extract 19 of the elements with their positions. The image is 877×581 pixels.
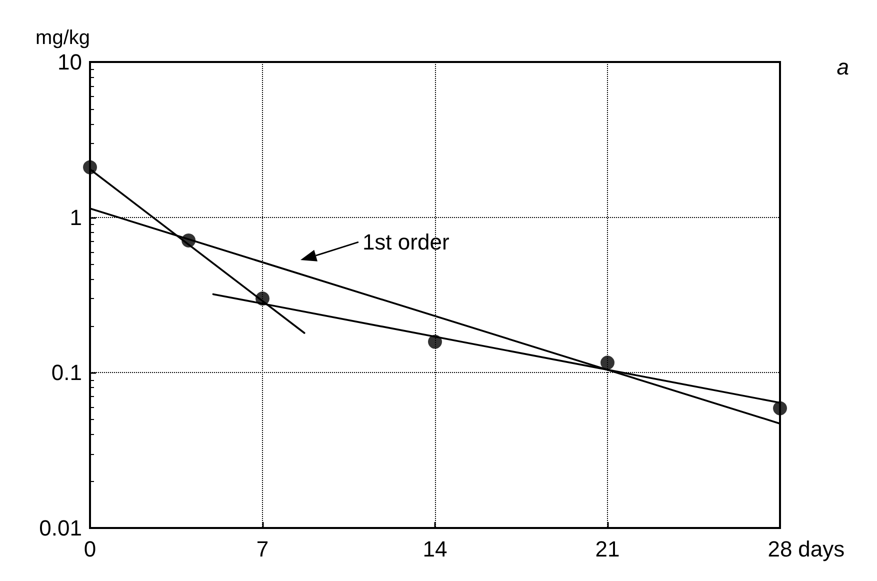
x-axis-title: days (798, 536, 845, 562)
y-tick-label: 0.01 (39, 516, 82, 540)
x-tick-label: 7 (256, 536, 269, 562)
x-tick-label: 21 (595, 536, 620, 562)
x-tick-label: 28 (768, 536, 792, 562)
y-axis-title: mg/kg (36, 27, 90, 49)
x-tick-label: 0 (84, 536, 96, 562)
point (256, 292, 270, 306)
point (773, 401, 787, 416)
x-tick-label: 14 (422, 536, 448, 562)
point (182, 233, 196, 248)
text: a (836, 54, 850, 80)
y-tick-label: 1 (70, 204, 82, 230)
y-tick-label: 0.1 (51, 360, 82, 386)
point (83, 160, 97, 174)
annotation: 1st order (362, 230, 450, 255)
point (428, 334, 442, 349)
point (600, 356, 614, 370)
y-tick-label: 10 (58, 50, 82, 74)
